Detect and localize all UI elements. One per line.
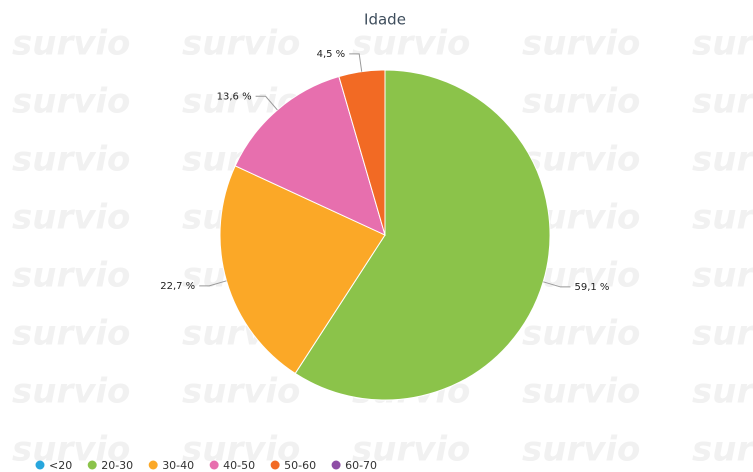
watermark: survio (692, 24, 753, 64)
watermark: survio (352, 24, 470, 64)
watermark: survio (692, 372, 753, 412)
watermark: survio (182, 430, 300, 470)
watermark: survio (182, 372, 300, 412)
legend-label: 50-60 (284, 459, 316, 472)
watermark: survio (12, 372, 130, 412)
data-label: 4,5 % (317, 49, 346, 60)
legend-label: <20 (49, 459, 72, 472)
watermark: survio (12, 198, 130, 238)
label-connector (349, 53, 363, 72)
watermark: survio (522, 372, 640, 412)
watermark: survio (12, 24, 130, 64)
legend-marker (270, 460, 280, 470)
pie-slice (338, 69, 386, 236)
watermark: survio (12, 430, 130, 470)
chart-title: Idade (364, 11, 406, 29)
watermark: survio (12, 82, 130, 122)
watermark: survio (12, 140, 130, 180)
watermark: survio (12, 314, 130, 354)
legend-label: 30-40 (162, 459, 194, 472)
watermark: survio (692, 256, 753, 296)
legend-marker (331, 460, 341, 470)
legend-marker (35, 460, 45, 470)
watermark: survio (692, 430, 753, 470)
watermark: survio (522, 314, 640, 354)
legend-label: 60-70 (345, 459, 377, 472)
watermark: survio (12, 256, 130, 296)
data-labels: 59,1 % 22,7 % 13,6 % 4,5 % (160, 49, 609, 293)
pie (219, 69, 551, 401)
data-label: 22,7 % (160, 281, 195, 292)
watermark: survio (522, 430, 640, 470)
watermark: survio (692, 140, 753, 180)
watermark: survio (692, 314, 753, 354)
legend-label: 40-50 (223, 459, 255, 472)
legend-marker (209, 460, 219, 470)
watermark: survio (522, 140, 640, 180)
legend: <20 20-30 30-40 40-50 50-60 60-70 (35, 459, 377, 472)
watermark: survio (522, 24, 640, 64)
watermark: survio (692, 82, 753, 122)
legend-marker (148, 460, 158, 470)
watermark: survio (182, 24, 300, 64)
watermark: survio (522, 82, 640, 122)
label-connector (543, 281, 571, 288)
pie-slice (219, 165, 386, 375)
watermark: survio (692, 198, 753, 238)
data-label: 13,6 % (217, 91, 252, 102)
watermark: survio (352, 430, 470, 470)
legend-label: 20-30 (101, 459, 133, 472)
legend-marker (87, 460, 97, 470)
data-label: 59,1 % (574, 282, 609, 293)
label-connector (199, 280, 227, 287)
label-connector (255, 95, 278, 111)
